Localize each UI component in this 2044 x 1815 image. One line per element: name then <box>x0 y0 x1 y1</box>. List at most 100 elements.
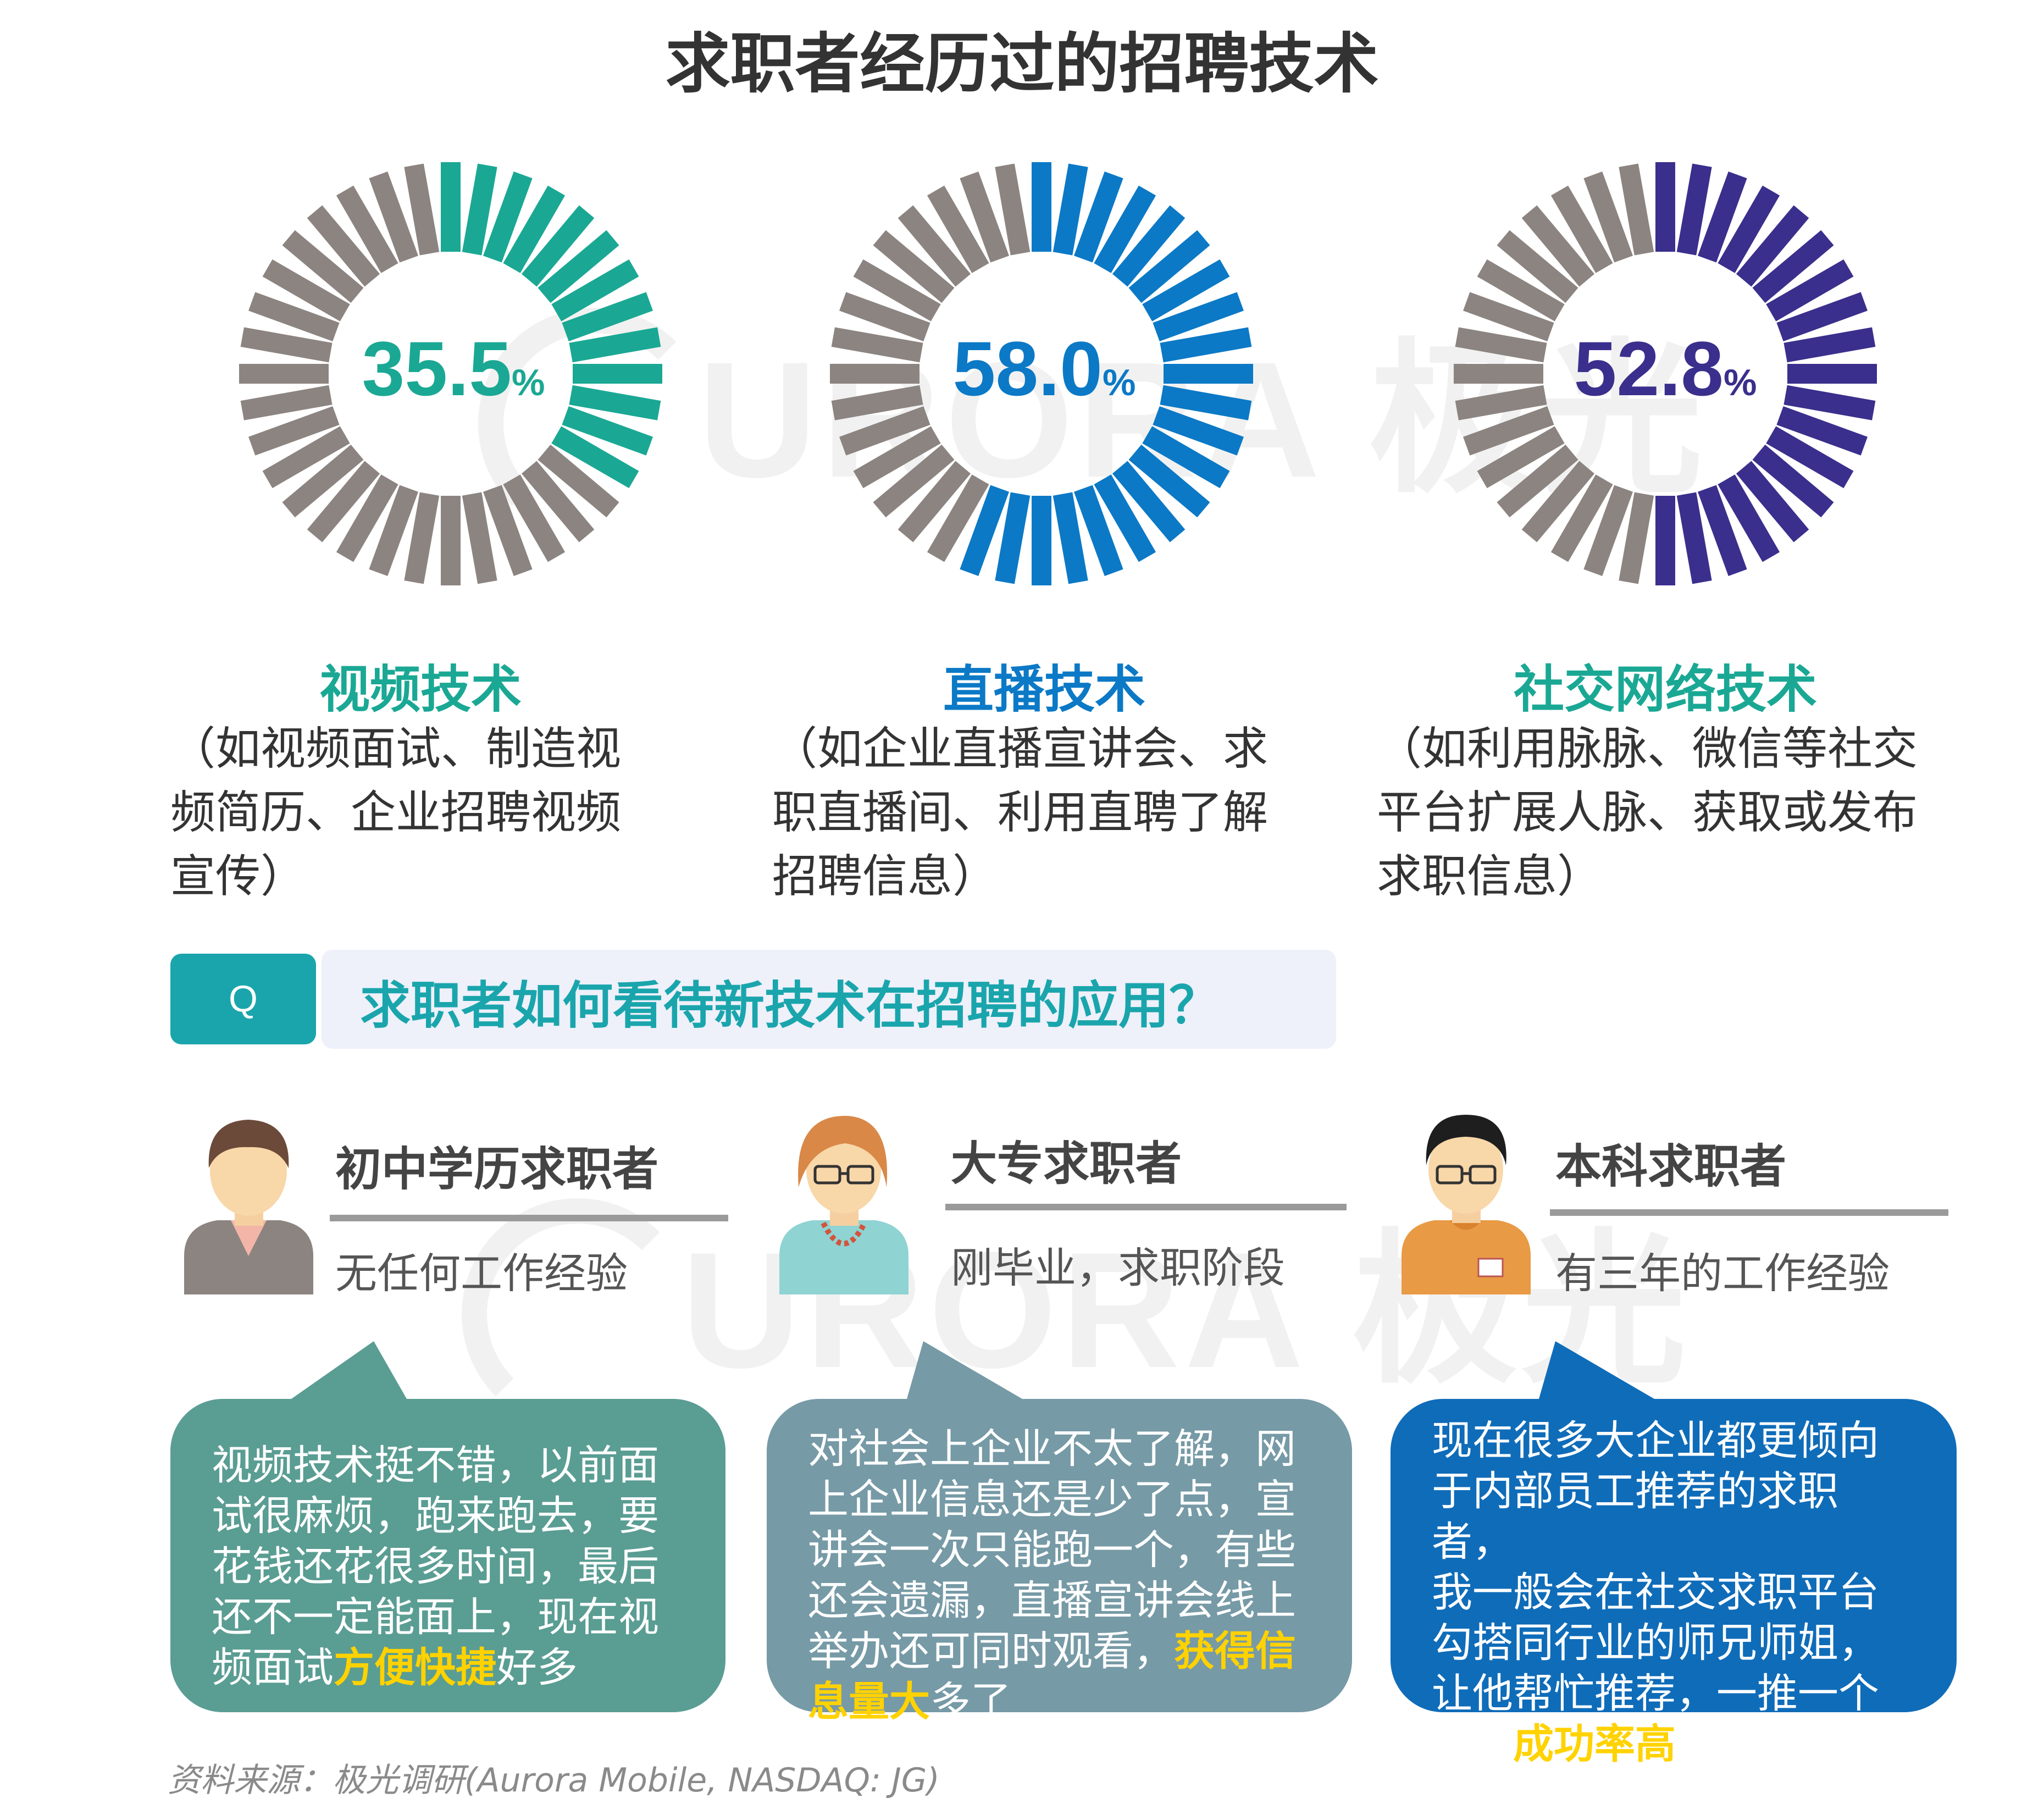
ring-segment-inactive <box>1463 406 1554 456</box>
tech-desc-live: （如企业直播宣讲会、求 职直播间、利用直聘了解 招聘信息） <box>772 717 1322 909</box>
ring-segment-active <box>1128 444 1210 518</box>
ring-segment-inactive <box>369 485 419 576</box>
ring-segment-inactive <box>538 444 619 518</box>
tech-desc-social: （如利用脉脉、微信等社交 平台扩展人脉、获取或发布 求职信息） <box>1377 717 1926 909</box>
ring-segment-active <box>1776 406 1868 456</box>
persona-divider <box>1550 1209 1948 1216</box>
quote-line: 对社会上企业不太了解，网 <box>808 1425 1296 1473</box>
desc-line: （如视频面试、制造视 <box>170 723 622 775</box>
ring-segment-inactive <box>1497 444 1578 518</box>
ring-segment-inactive <box>1550 185 1613 273</box>
quote-bubble-college: 对社会上企业不太了解，网 上企业信息还是少了点，宣 讲会一次只能跑一个，有些 还… <box>767 1399 1352 1725</box>
tech-desc-video: （如视频面试、制造视 频简历、企业招聘视频 宣传） <box>170 717 720 909</box>
ring-segment-active <box>1094 185 1156 273</box>
ring-segment-inactive <box>1619 163 1654 256</box>
tech-title-video: 视频技术 <box>319 660 522 719</box>
ring-segment-inactive <box>1455 327 1547 363</box>
ring-segment-inactive <box>839 406 930 456</box>
percent-value: 58.0 <box>952 325 1103 412</box>
persona-name: 大专求职者 <box>951 1137 1182 1191</box>
watermark-logo-arc <box>462 1198 694 1430</box>
ring-segment-inactive <box>307 461 380 543</box>
ring-segment-active <box>1697 485 1747 576</box>
ring-segment-inactive <box>1583 171 1633 263</box>
quote-highlight: 获得信 <box>1174 1628 1296 1675</box>
ring-segment-active <box>1766 426 1854 489</box>
ring-segment-active <box>1073 485 1123 576</box>
tech-title-social: 社交网络技术 <box>1513 660 1817 719</box>
ring-segment-inactive <box>831 385 923 420</box>
ring-segment-active <box>1073 171 1123 263</box>
ring-segment-inactive <box>839 292 930 342</box>
quote-bubble-middle-school: 视频技术挺不错，以前面 试很麻烦，跑来跑去，要 花钱还花很多时间，最后 还不一定… <box>170 1399 725 1712</box>
ring-segment-inactive <box>927 474 989 562</box>
percent-unit: % <box>1724 362 1757 403</box>
ring-segment-inactive <box>262 259 350 322</box>
avatar-college-icon <box>779 1116 909 1294</box>
ring-segment-inactive <box>995 163 1031 256</box>
ring-segment-active <box>1718 474 1780 562</box>
ring-charts <box>239 162 1877 585</box>
ring-segment-active <box>503 185 566 273</box>
persona-note: 有三年的工作经验 <box>1555 1249 1890 1298</box>
ring-segment-inactive <box>960 171 1010 263</box>
quote-line: 息量大多了 <box>808 1676 1314 1727</box>
percent-unit: % <box>1103 362 1136 403</box>
avatar-middle-school-icon <box>184 1120 313 1294</box>
persona-divider <box>945 1204 1347 1210</box>
ring-segment-active <box>1766 259 1854 322</box>
desc-line: 平台扩展人脉、获取或发布 <box>1377 787 1918 839</box>
ring-segment-active <box>1053 163 1088 256</box>
ring-segment-active <box>1697 171 1747 263</box>
ring-segment-inactive <box>1477 259 1565 322</box>
ring-segment-active <box>960 485 1010 576</box>
ring-segment-inactive <box>853 426 941 489</box>
question-badge: Q <box>170 954 316 1044</box>
ring-segment-inactive <box>1619 492 1654 584</box>
ring-segment-active <box>562 406 653 456</box>
ring-segment-inactive <box>404 492 440 584</box>
ring-segment-active <box>1128 230 1210 303</box>
quote-line: 视频技术挺不错，以前面 <box>212 1442 659 1489</box>
ring-segment-active <box>1736 205 1809 287</box>
ring-chart-1 <box>239 162 662 585</box>
desc-line: 职直播间、利用直聘了解 <box>772 787 1269 839</box>
quote-line: 让他帮忙推荐，一推一个 <box>1432 1670 1879 1717</box>
ring-segment-inactive <box>1550 474 1613 562</box>
question-text: 求职者如何看待新技术在招聘的应用？ <box>360 976 1220 1035</box>
persona-name: 本科求职者 <box>1555 1139 1787 1193</box>
ring-segment-active <box>1676 492 1712 584</box>
ring-chart-2 <box>830 162 1253 585</box>
quote-line: 举办还可同时观看，获得信 <box>808 1626 1314 1676</box>
quote-line: 准，成功率高 <box>1432 1719 1918 1769</box>
ring-segment-inactive <box>1497 230 1578 303</box>
ring-segment-inactive <box>831 327 923 363</box>
quote-text: 频面试 <box>212 1644 334 1691</box>
ring-segment-inactive <box>898 205 971 287</box>
ring-segment-active <box>1783 327 1876 363</box>
desc-line: （如企业直播宣讲会、求 <box>772 723 1269 775</box>
desc-line: 宣传） <box>170 850 306 903</box>
ring-segment-inactive <box>853 259 941 322</box>
percent-value: 35.5 <box>362 325 512 412</box>
percent-value: 52.8 <box>1574 325 1724 412</box>
quote-text: 多了 <box>930 1678 1011 1725</box>
ring-segment-inactive <box>1521 461 1595 543</box>
desc-line: （如利用脉脉、微信等社交 <box>1377 723 1918 775</box>
ring-segment-inactive <box>873 444 955 518</box>
ring-segment-inactive <box>462 492 497 584</box>
quote-line: 我一般会在社交求职平台 <box>1432 1569 1879 1616</box>
ring-segment-inactive <box>1463 292 1554 342</box>
ring-segment-inactive <box>1477 426 1565 489</box>
quote-line: 讲会一次只能跑一个，有些 <box>808 1526 1296 1574</box>
ring-segment-active <box>1752 230 1834 303</box>
persona-note: 刚毕业，求职阶段 <box>951 1243 1285 1292</box>
persona-divider <box>330 1215 728 1221</box>
ring-segment-active <box>538 230 619 303</box>
ring-segment-inactive <box>240 327 333 363</box>
ring-segment-active <box>562 292 653 342</box>
ring-segment-active <box>1160 385 1252 420</box>
ring-segment-active <box>1142 426 1230 489</box>
quote-line: 上企业信息还是少了点，宣 <box>808 1476 1296 1523</box>
ring-segment-active <box>1142 259 1230 322</box>
